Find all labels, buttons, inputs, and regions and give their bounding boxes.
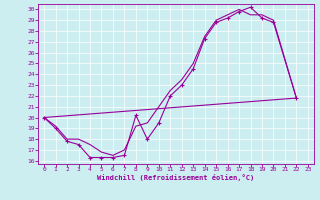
X-axis label: Windchill (Refroidissement éolien,°C): Windchill (Refroidissement éolien,°C) [97, 174, 255, 181]
